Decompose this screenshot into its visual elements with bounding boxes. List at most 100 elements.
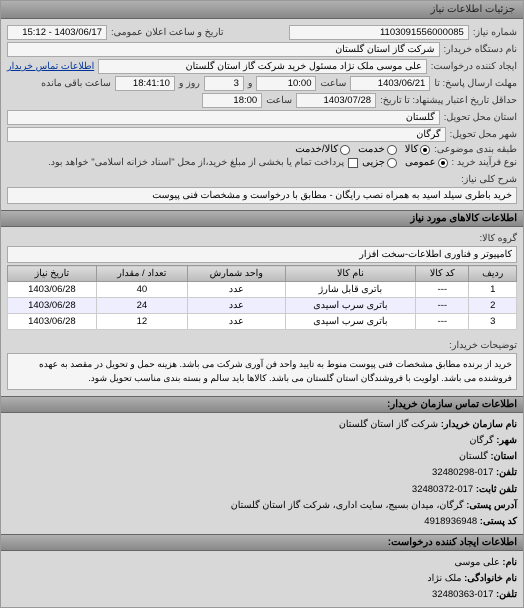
validity-hour: 18:00 [202,93,262,108]
org-value: شرکت گاز استان گلستان [339,419,438,430]
ccity-label: شهر: [496,435,517,446]
notes-text: خرید از برنده مطابق مشخصات فنی پیوست منو… [7,353,517,390]
radio-icon [340,145,350,155]
goods-table: ردیف کد کالا نام کالا واحد شمارش تعداد /… [7,265,517,330]
goods-section: گروه کالا: کامپیوتر و فناوری اطلاعات-سخت… [1,227,523,334]
buy-opt-0[interactable]: عمومی [405,157,448,168]
radio-icon [387,145,397,155]
deadline-date: 1403/06/21 [350,76,430,91]
table-cell: باتری سرب اسیدی [285,314,416,330]
pack-opt-2-label: کالا/خدمت [295,144,338,155]
radio-icon [387,158,397,168]
pack-opt-1[interactable]: خدمت [358,144,397,155]
details-panel: جزئیات اطلاعات نیاز شماره نیاز: 11030915… [0,0,524,608]
info-section: شماره نیاز: 1103091556000085 تاریخ و ساع… [1,19,523,210]
table-cell: --- [416,298,469,314]
contact-title: اطلاعات تماس سازمان خریدار: [1,396,523,413]
group-label: گروه کالا: [480,233,517,244]
notes-label: توضیحات خریدار: [449,340,517,351]
col-code: کد کالا [416,266,469,282]
payment-note: پرداخت تمام یا بخشی از مبلغ خرید،از محل … [48,157,344,168]
table-row: 2---باتری سرب اسیدیعدد241403/06/28 [8,298,517,314]
pack-opt-2[interactable]: کالا/خدمت [295,144,350,155]
pack-opt-1-label: خدمت [358,144,385,155]
pack-label: طبقه بندی موضوعی: [434,144,517,155]
public-date-value: 1403/06/17 - 15:12 [7,25,107,40]
lname-value: ملک نژاد [427,573,461,584]
province-label: استان محل تحویل: [444,112,517,123]
buy-opt-1-label: جزیی [362,157,385,168]
tel-label: تلفن: [496,467,517,478]
name-value: علی موسی [455,557,500,568]
contact-link[interactable]: اطلاعات تماس خریدار [7,61,94,72]
buy-type-label: نوع فرآیند خرید : [452,157,517,168]
payment-checkbox[interactable] [348,158,358,168]
buyer-value: شرکت گاز استان گلستان [7,42,440,57]
remain-day-label: روز و [179,78,200,89]
pack-radio-group: کالا خدمت کالا/خدمت [295,144,430,155]
goods-section-title: اطلاعات کالاهای مورد نیاز [1,210,523,227]
table-cell: 1403/06/28 [8,282,97,298]
public-date-label: تاریخ و ساعت اعلان عمومی: [111,27,224,38]
buy-opt-1[interactable]: جزیی [362,157,397,168]
buy-radio-group: عمومی جزیی [362,157,447,168]
remain-suffix: ساعت باقی مانده [41,78,111,89]
col-date: تاریخ نیاز [8,266,97,282]
requester-value: علی موسی ملک نژاد مسئول خرید شرکت گاز اس… [98,59,427,74]
cprov-label: استان: [490,451,517,462]
table-cell: 12 [96,314,187,330]
addr-label: آدرس پستی: [466,500,517,511]
col-unit: واحد شمارش [187,266,285,282]
table-cell: --- [416,314,469,330]
table-cell: 1403/06/28 [8,298,97,314]
pack-opt-0-label: کالا [405,144,419,155]
col-row: ردیف [469,266,517,282]
requester-label: ایجاد کننده درخواست: [431,61,517,72]
deadline-hour-label: ساعت [320,78,346,89]
table-cell: باتری قابل شارژ [285,282,416,298]
province-value: گلستان [7,110,440,125]
pack-opt-0[interactable]: کالا [405,144,431,155]
table-cell: عدد [187,282,285,298]
post-value: 4918936948 [424,516,477,527]
table-cell: 1403/06/28 [8,314,97,330]
validity-date: 1403/07/28 [296,93,376,108]
validity-hour-label: ساعت [266,95,292,106]
table-cell: 1 [469,282,517,298]
table-header-row: ردیف کد کالا نام کالا واحد شمارش تعداد /… [8,266,517,282]
table-row: 1---باتری قابل شارژعدد401403/06/28 [8,282,517,298]
org-label: نام سازمان خریدار: [441,419,517,430]
ctel-value: 017-32480363 [432,589,493,600]
subject-value: خرید باطری سیلد اسید به همراه نصب رایگان… [7,187,517,204]
city-label: شهر محل تحویل: [450,129,517,140]
radio-icon [438,158,448,168]
cprov-value: گلستان [459,451,488,462]
deadline-label: مهلت ارسال پاسخ: تا [434,78,517,89]
table-row: 3---باتری سرب اسیدیعدد121403/06/28 [8,314,517,330]
table-cell: عدد [187,314,285,330]
remain-and: و [248,78,253,89]
deadline-hour: 10:00 [256,76,316,91]
city-value: گرگان [7,127,446,142]
table-cell: 2 [469,298,517,314]
buyer-label: نام دستگاه خریدار: [444,44,518,55]
creator-title: اطلاعات ایجاد کننده درخواست: [1,534,523,551]
lname-label: نام خانوادگی: [464,573,517,584]
group-value: کامپیوتر و فناوری اطلاعات-سخت افزار [7,246,517,263]
radio-icon [420,145,430,155]
table-cell: باتری سرب اسیدی [285,298,416,314]
fax-value: 017-32480372 [412,484,473,495]
number-value: 1103091556000085 [289,25,469,40]
notes-section: توضیحات خریدار: خرید از برنده مطابق مشخص… [1,334,523,396]
post-label: کد پستی: [480,516,517,527]
remain-days: 3 [204,76,244,91]
col-qty: تعداد / مقدار [96,266,187,282]
col-name: نام کالا [285,266,416,282]
table-cell: 40 [96,282,187,298]
ctel-label: تلفن: [496,589,517,600]
addr-value: گرگان، میدان بسیج، سایت اداری، شرکت گاز … [231,500,464,511]
contact-block: نام سازمان خریدار: شرکت گاز استان گلستان… [1,413,523,534]
name-label: نام: [502,557,517,568]
validity-label: حداقل تاریخ اعتبار پیشنهاد: تا تاریخ: [380,95,517,106]
table-cell: عدد [187,298,285,314]
